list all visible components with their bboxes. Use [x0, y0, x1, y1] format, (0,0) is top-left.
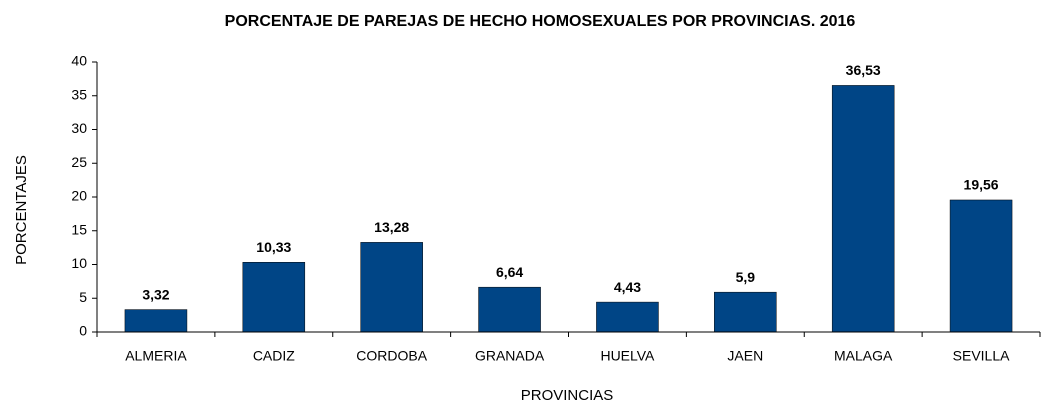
bar: [596, 301, 659, 333]
y-tick-label: 30: [71, 120, 87, 136]
data-label: 5,9: [736, 269, 756, 285]
data-label: 3,32: [142, 286, 169, 302]
chart-title: PORCENTAJE DE PAREJAS DE HECHO HOMOSEXUA…: [225, 13, 856, 30]
x-tick-label: CORDOBA: [356, 348, 427, 364]
x-tick-label: ALMERIA: [125, 348, 187, 364]
x-axis-label: PROVINCIAS: [521, 387, 614, 403]
y-tick-label: 0: [79, 323, 87, 339]
data-label: 13,28: [374, 219, 409, 235]
y-tick-label: 15: [71, 221, 87, 237]
bar: [949, 199, 1013, 333]
x-tick-label: GRANADA: [475, 348, 545, 364]
bar: [124, 309, 188, 333]
data-label: 10,33: [256, 239, 291, 255]
y-axis-label: PORCENTAJES: [13, 155, 30, 265]
data-label: 6,64: [496, 264, 523, 280]
bar: [714, 291, 777, 333]
y-tick-label: 40: [71, 53, 87, 69]
x-tick-label: MALAGA: [834, 348, 893, 364]
x-tick-label: HUELVA: [600, 348, 655, 364]
y-tick-label: 25: [71, 154, 87, 170]
bar: [360, 242, 423, 333]
x-tick-label: CADIZ: [253, 348, 295, 364]
data-label: 36,53: [846, 62, 881, 78]
y-tick-label: 35: [71, 86, 87, 102]
x-tick-label: JAEN: [727, 348, 763, 364]
y-tick-label: 5: [79, 289, 87, 305]
y-tick-label: 20: [71, 188, 87, 204]
bar: [831, 85, 895, 333]
bar: [478, 286, 541, 333]
bar: [242, 262, 306, 333]
data-label: 4,43: [614, 279, 641, 295]
data-label: 19,56: [964, 177, 999, 193]
x-tick-label: SEVILLA: [953, 348, 1010, 364]
y-tick-label: 10: [71, 255, 87, 271]
